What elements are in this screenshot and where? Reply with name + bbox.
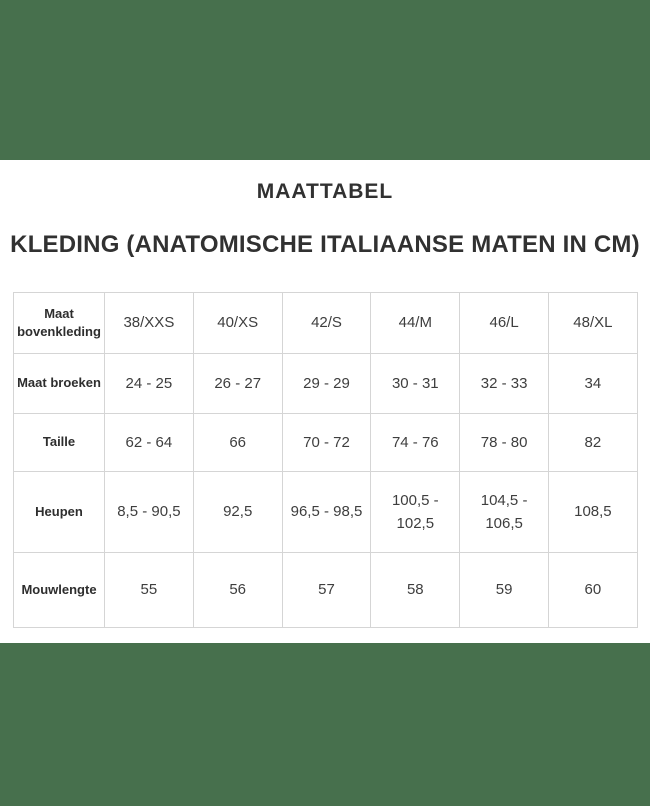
size-cell: 82 <box>547 413 638 472</box>
size-cell: 78 - 80 <box>459 413 549 472</box>
row-label: Mouwlengte <box>13 552 105 628</box>
size-cell: 34 <box>547 353 638 414</box>
size-cell: 38/XXS <box>104 292 194 354</box>
size-cell: 24 - 25 <box>104 353 194 414</box>
row-label: Taille <box>13 413 105 472</box>
size-cell: 32 - 33 <box>459 353 549 414</box>
size-cell: 48/XL <box>547 292 638 354</box>
page-subtitle: KLEDING (ANATOMISCHE ITALIAANSE MATEN IN… <box>10 231 640 258</box>
page-title: MAATTABEL <box>256 180 394 203</box>
row-label: Maat bovenkleding <box>13 292 105 354</box>
size-cell: 46/L <box>459 292 549 354</box>
size-cell: 74 - 76 <box>370 413 461 472</box>
size-table-body: Maat bovenkleding 38/XXS 40/XS 42/S 44/M 46/L… <box>13 292 638 628</box>
size-cell: 96,5 - 98,5 <box>281 471 372 553</box>
size-cell: 104,5 - 106,5 <box>459 471 549 553</box>
size-cell: 29 - 29 <box>281 353 372 414</box>
size-table: Maat bovenkleding 38/XXS 40/XS 42/S 44/M 46/L… <box>13 292 638 628</box>
size-cell: 60 <box>547 552 638 628</box>
size-cell: 55 <box>104 552 194 628</box>
size-cell: 30 - 31 <box>370 353 461 414</box>
size-cell: 59 <box>459 552 549 628</box>
size-cell: 57 <box>281 552 372 628</box>
size-cell: 44/M <box>370 292 461 354</box>
top-green-band <box>0 0 650 160</box>
size-cell: 26 - 27 <box>192 353 283 414</box>
table-row: Maat broeken 24 - 25 26 - 27 29 - 29 30 - 31… <box>13 353 638 414</box>
size-cell: 56 <box>192 552 283 628</box>
row-label: Maat broeken <box>13 353 105 414</box>
row-label: Heupen <box>13 471 105 553</box>
size-cell: 92,5 <box>192 471 283 553</box>
size-table-container: Maat bovenkleding 38/XXS 40/XS 42/S 44/M 46/L… <box>13 292 638 628</box>
bottom-green-band <box>0 643 650 806</box>
size-cell: 108,5 <box>547 471 638 553</box>
table-row: Maat bovenkleding 38/XXS 40/XS 42/S 44/M 46/L… <box>13 292 638 354</box>
table-row: Mouwlengte 55 56 57 58 59 60 <box>13 552 638 628</box>
table-row: Taille 62 - 64 66 70 - 72 74 - 76 78 - 80 82 <box>13 413 638 472</box>
size-cell: 100,5 - 102,5 <box>370 471 461 553</box>
table-row: Heupen 8,5 - 90,5 92,5 96,5 - 98,5 100,5 - 1… <box>13 471 638 553</box>
size-cell: 8,5 - 90,5 <box>104 471 194 553</box>
size-cell: 62 - 64 <box>104 413 194 472</box>
size-cell: 58 <box>370 552 461 628</box>
size-cell: 70 - 72 <box>281 413 372 472</box>
size-cell: 40/XS <box>192 292 283 354</box>
size-cell: 66 <box>192 413 283 472</box>
size-cell: 42/S <box>281 292 372 354</box>
